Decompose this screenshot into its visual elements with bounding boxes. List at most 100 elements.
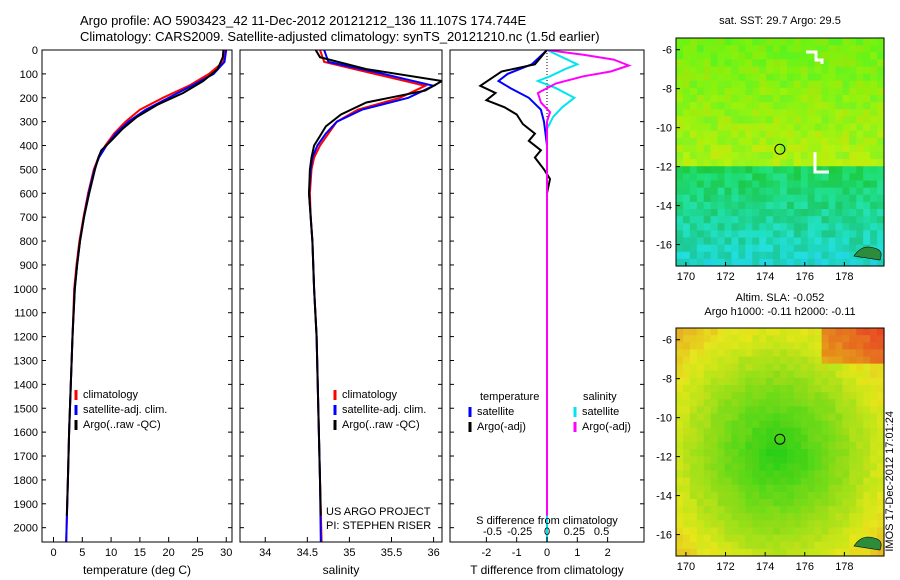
map-cell: [863, 201, 871, 210]
map-cell: [856, 449, 864, 457]
map-cell: [717, 209, 726, 217]
map-cell: [724, 420, 733, 429]
map-cell: [696, 180, 705, 189]
map-cell: [835, 335, 843, 343]
map-cell: [696, 116, 705, 125]
map-cell: [849, 349, 857, 358]
map-cell: [773, 499, 781, 507]
map-cell: [786, 456, 795, 464]
map-cell: [759, 527, 767, 536]
map-cell: [724, 59, 733, 68]
map-cell: [710, 38, 719, 46]
map-cell: [745, 209, 753, 217]
map-cell: [814, 194, 823, 203]
map-cell: [842, 109, 850, 117]
map-cell: [731, 80, 739, 89]
map-cell: [682, 258, 691, 267]
map-cell: [759, 385, 767, 393]
map-cell: [863, 342, 871, 350]
y-tick-label: 1200: [14, 332, 38, 344]
map-cell: [870, 166, 878, 174]
map-cell: [717, 45, 726, 53]
map-cell: [773, 52, 781, 60]
map-cell: [745, 427, 753, 436]
map-cell: [786, 427, 795, 436]
map-cell: [724, 95, 733, 103]
map-cell: [821, 166, 830, 174]
map-cell: [738, 109, 746, 117]
header-line-2: Climatology: CARS2009. Satellite-adjuste…: [80, 29, 600, 44]
map-cell: [717, 349, 726, 358]
map-lat-label: -6: [662, 335, 672, 347]
map-cell: [752, 237, 760, 246]
map-cell: [773, 534, 781, 543]
map-cell: [800, 506, 809, 514]
map-cell: [877, 406, 885, 415]
map-cell: [814, 59, 823, 68]
map-cell: [786, 95, 795, 103]
map-cell: [863, 434, 871, 443]
map-lat-label: -12: [656, 452, 672, 464]
map-cell: [780, 484, 788, 493]
map-cell: [814, 166, 823, 174]
map-cell: [773, 541, 781, 550]
map-lon-label: 170: [677, 561, 695, 573]
map-cell: [877, 499, 885, 507]
map-cell: [800, 66, 809, 75]
map-cell: [835, 52, 843, 60]
x-tick-label: 25: [191, 547, 203, 559]
map-cell: [731, 335, 739, 343]
map-cell: [682, 244, 691, 253]
map-cell: [676, 449, 684, 457]
map-cell: [759, 73, 767, 82]
map-cell: [856, 201, 864, 210]
legend-label: Argo(..raw -QC): [83, 419, 161, 431]
map-cell: [745, 328, 753, 336]
map-cell: [780, 223, 788, 231]
map-cell: [828, 506, 837, 514]
map-cell: [676, 244, 684, 253]
map-cell: [731, 66, 739, 75]
map-cell: [863, 513, 871, 521]
map-cell: [676, 335, 684, 343]
map-cell: [676, 45, 684, 53]
map-cell: [689, 244, 698, 253]
map-cell: [773, 349, 781, 358]
y-tick-label: 1100: [14, 308, 38, 320]
map-cell: [745, 52, 753, 60]
map-cell: [766, 513, 774, 521]
map-cell: [682, 180, 691, 189]
map-cell: [835, 449, 843, 457]
map-cell: [793, 513, 802, 521]
map-cell: [703, 541, 712, 550]
map-cell: [828, 38, 837, 46]
map-cell: [731, 392, 739, 400]
map-cell: [780, 491, 788, 500]
map-cell: [717, 399, 726, 407]
map-cell: [835, 370, 843, 379]
map-cell: [745, 230, 753, 239]
map-cell: [752, 456, 760, 464]
map-cell: [745, 442, 753, 450]
map-cell: [877, 491, 885, 500]
map-cell: [814, 328, 823, 336]
map-cell: [696, 209, 705, 217]
map-cell: [773, 116, 781, 125]
map-cell: [842, 406, 850, 415]
map-cell: [780, 499, 788, 507]
map-cell: [828, 116, 837, 125]
map-cell: [689, 463, 698, 472]
map-cell: [807, 187, 816, 196]
map-cell: [863, 484, 871, 493]
map-cell: [724, 87, 733, 96]
map-cell: [724, 434, 733, 443]
map-cell: [807, 363, 816, 372]
map-cell: [759, 237, 767, 246]
map-cell: [814, 434, 823, 443]
map-cell: [703, 406, 712, 415]
map-cell: [807, 87, 816, 96]
map-cell: [863, 506, 871, 514]
map-cell: [703, 223, 712, 231]
map-cell: [676, 137, 684, 146]
map-cell: [814, 377, 823, 386]
